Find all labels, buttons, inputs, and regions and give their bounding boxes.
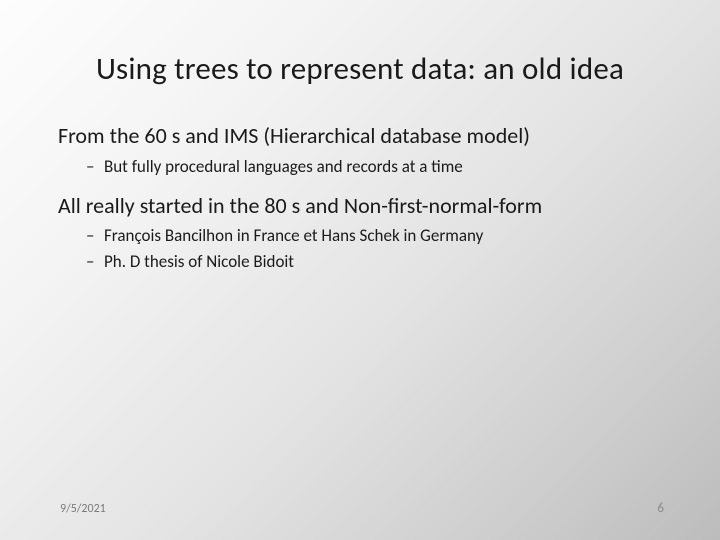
slide-container: Using trees to represent data: an old id…: [0, 0, 720, 540]
section-1-heading: From the 60 s and IMS (Hierarchical data…: [58, 122, 662, 150]
bullet-dash-icon: –: [86, 225, 104, 247]
section-2-heading: All really started in the 80 s and Non-f…: [58, 192, 662, 220]
slide-title: Using trees to represent data: an old id…: [58, 50, 662, 88]
footer-date: 9/5/2021: [60, 502, 106, 516]
section-2-bullet-1: –Ph. D thesis of Nicole Bidoit: [104, 251, 662, 273]
bullet-text: François Bancilhon in France et Hans Sch…: [104, 225, 483, 246]
bullet-dash-icon: –: [86, 156, 104, 178]
bullet-text: Ph. D thesis of Nicole Bidoit: [104, 251, 294, 272]
section-1-bullet-0: –But fully procedural languages and reco…: [104, 156, 662, 178]
bullet-dash-icon: –: [86, 251, 104, 273]
bullet-text: But fully procedural languages and recor…: [104, 156, 463, 177]
section-2-bullet-0: –François Bancilhon in France et Hans Sc…: [104, 225, 662, 247]
footer-page-number: 6: [657, 501, 664, 516]
section-2: All really started in the 80 s and Non-f…: [58, 192, 662, 274]
section-1: From the 60 s and IMS (Hierarchical data…: [58, 122, 662, 178]
